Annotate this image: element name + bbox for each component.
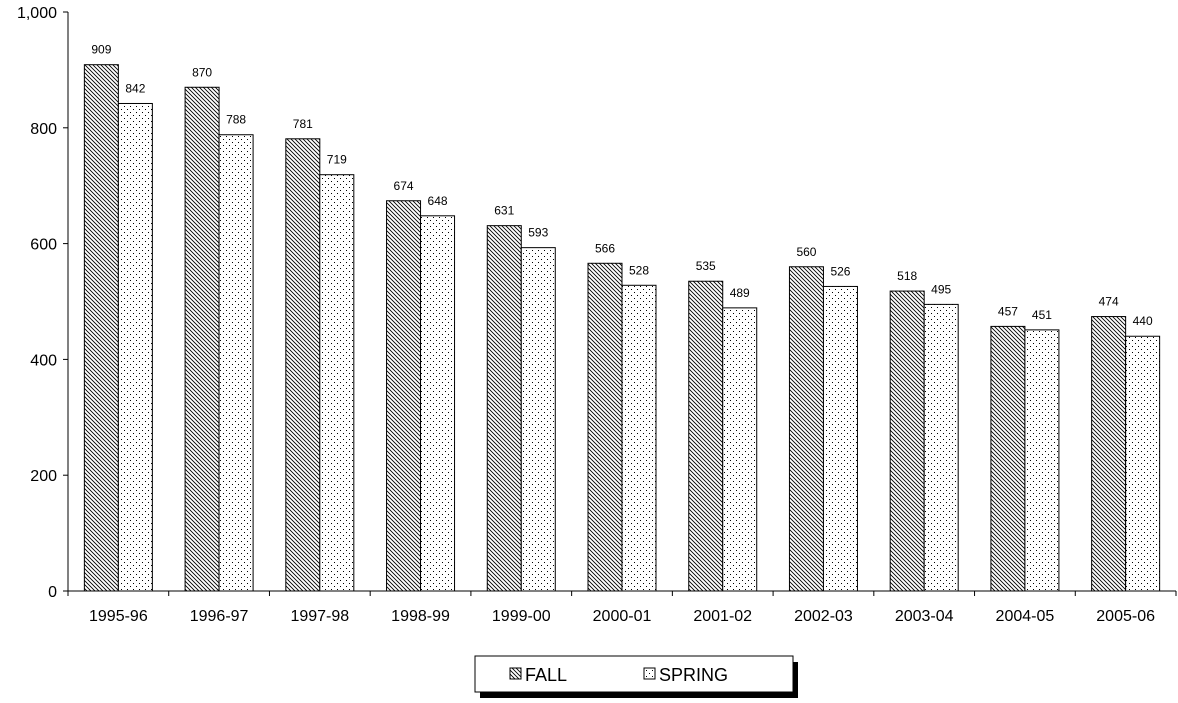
bar-fall [587,262,623,592]
data-label-spring: 788 [226,113,246,127]
x-tick-label: 2003-04 [895,608,954,625]
y-tick-label: 0 [48,584,57,601]
bar-spring [1125,335,1161,592]
x-tick-label: 2004-05 [996,608,1055,625]
bar-fall [688,280,724,592]
data-label-fall: 535 [696,259,716,273]
data-label-spring: 526 [830,264,850,278]
data-label-spring: 648 [428,194,448,208]
x-tick-label: 1999-00 [492,608,551,625]
y-tick-label: 800 [30,121,57,138]
data-label-fall: 631 [494,204,514,218]
bar-spring [117,102,153,592]
data-label-spring: 842 [125,81,145,95]
bar-fall [990,325,1026,592]
bar-fall [83,64,119,592]
data-label-fall: 457 [998,304,1018,318]
legend-box [474,655,794,693]
bar-spring [319,174,355,592]
y-tick-label: 600 [30,237,57,254]
legend-label-fall: FALL [525,665,567,685]
data-label-spring: 495 [931,282,951,296]
legend-label-spring: SPRING [659,665,728,685]
bar-spring [1024,329,1060,592]
data-labels-group: 909 842 870 788 781 719 674 648 631 593 566 528 535 4… [91,43,1153,329]
x-tick-label: 2001-02 [693,608,752,625]
data-label-fall: 870 [192,65,212,79]
x-axis: 1995-96 1996-97 1997-98 1998-99 1999-00 2000-… [67,590,1177,625]
bar-fall [486,225,522,592]
x-tick-label: 2002-03 [794,608,853,625]
data-label-spring: 528 [629,263,649,277]
data-label-fall: 566 [595,241,615,255]
x-tick-label: 1995-96 [89,608,148,625]
bar-fall [788,266,824,592]
data-label-fall: 560 [796,245,816,259]
y-tick-label: 1,000 [17,5,57,22]
legend: FALL SPRING [474,655,798,698]
legend-swatch-fall [509,667,522,680]
bar-spring [218,134,254,592]
bar-fall [184,86,220,592]
y-tick-label: 200 [30,468,57,485]
bar-spring [520,247,556,592]
data-label-fall: 474 [1099,295,1119,309]
bar-fall [285,138,321,592]
x-tick-label: 1996-97 [190,608,249,625]
bar-spring [822,285,858,592]
bar-spring [621,284,657,592]
bars-group [83,64,1161,592]
x-tick-label: 1997-98 [290,608,349,625]
data-label-spring: 489 [730,286,750,300]
bar-spring [923,303,959,592]
y-tick-label: 400 [30,352,57,369]
data-label-spring: 719 [327,153,347,167]
data-label-spring: 593 [528,226,548,240]
data-label-spring: 451 [1032,308,1052,322]
data-label-fall: 518 [897,269,917,283]
bar-fall [889,290,925,592]
data-label-spring: 440 [1133,314,1153,328]
x-tick-label: 2000-01 [593,608,652,625]
data-label-fall: 674 [394,179,414,193]
data-label-fall: 781 [293,117,313,131]
x-tick-label: 2005-06 [1096,608,1155,625]
legend-swatch-spring [643,667,656,680]
bar-spring [722,307,758,592]
bar-fall [1091,316,1127,592]
x-tick-label: 1998-99 [391,608,450,625]
bar-fall [386,200,422,592]
data-label-fall: 909 [91,43,111,57]
y-axis: 0 200 400 600 800 1,000 [17,5,69,601]
bar-spring [420,215,456,592]
